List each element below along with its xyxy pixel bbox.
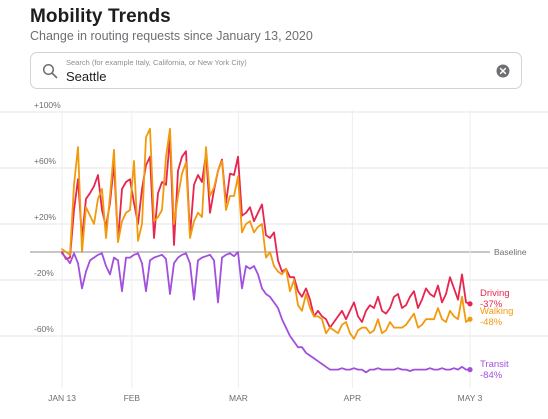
baseline-label: Baseline bbox=[494, 247, 527, 257]
series-line-transit bbox=[61, 251, 471, 374]
search-placeholder: Search (for example Italy, California, o… bbox=[66, 58, 247, 67]
search-box[interactable]: Search (for example Italy, California, o… bbox=[30, 52, 522, 89]
search-icon bbox=[42, 63, 58, 79]
x-tick-label: FEB bbox=[124, 393, 141, 403]
page-subtitle: Change in routing requests since January… bbox=[30, 29, 313, 43]
x-tick-label: APR bbox=[344, 393, 361, 403]
y-tick-label: +100% bbox=[34, 100, 61, 110]
y-tick-label: +20% bbox=[34, 212, 56, 222]
series-line-driving bbox=[61, 136, 471, 329]
x-tick-label: MAY 3 bbox=[458, 393, 483, 403]
page-title: Mobility Trends bbox=[30, 6, 171, 27]
y-tick-label: -60% bbox=[34, 324, 54, 334]
clear-icon[interactable] bbox=[496, 64, 510, 78]
series-endpoint-walking bbox=[467, 316, 473, 322]
series-end-value-driving: -37% bbox=[480, 299, 503, 310]
series-endpoint-driving bbox=[467, 301, 473, 307]
series-name-driving: Driving bbox=[480, 288, 510, 299]
series-endpoint-transit bbox=[467, 367, 473, 373]
series-name-walking: Walking bbox=[480, 306, 513, 317]
series-name-transit: Transit bbox=[480, 359, 509, 370]
series-end-value-walking: -48% bbox=[480, 317, 503, 328]
search-input[interactable]: Seattle bbox=[66, 69, 107, 84]
y-tick-label: -20% bbox=[34, 268, 54, 278]
x-tick-label: MAR bbox=[229, 393, 248, 403]
series-end-value-transit: -84% bbox=[480, 370, 503, 381]
series-line-walking bbox=[61, 127, 471, 340]
mobility-chart: +100% +60% +20% -20% -60% Baseline JAN 13 FEB MA… bbox=[0, 100, 548, 403]
y-tick-label: +60% bbox=[34, 156, 56, 166]
x-tick-label: JAN 13 bbox=[48, 393, 76, 403]
